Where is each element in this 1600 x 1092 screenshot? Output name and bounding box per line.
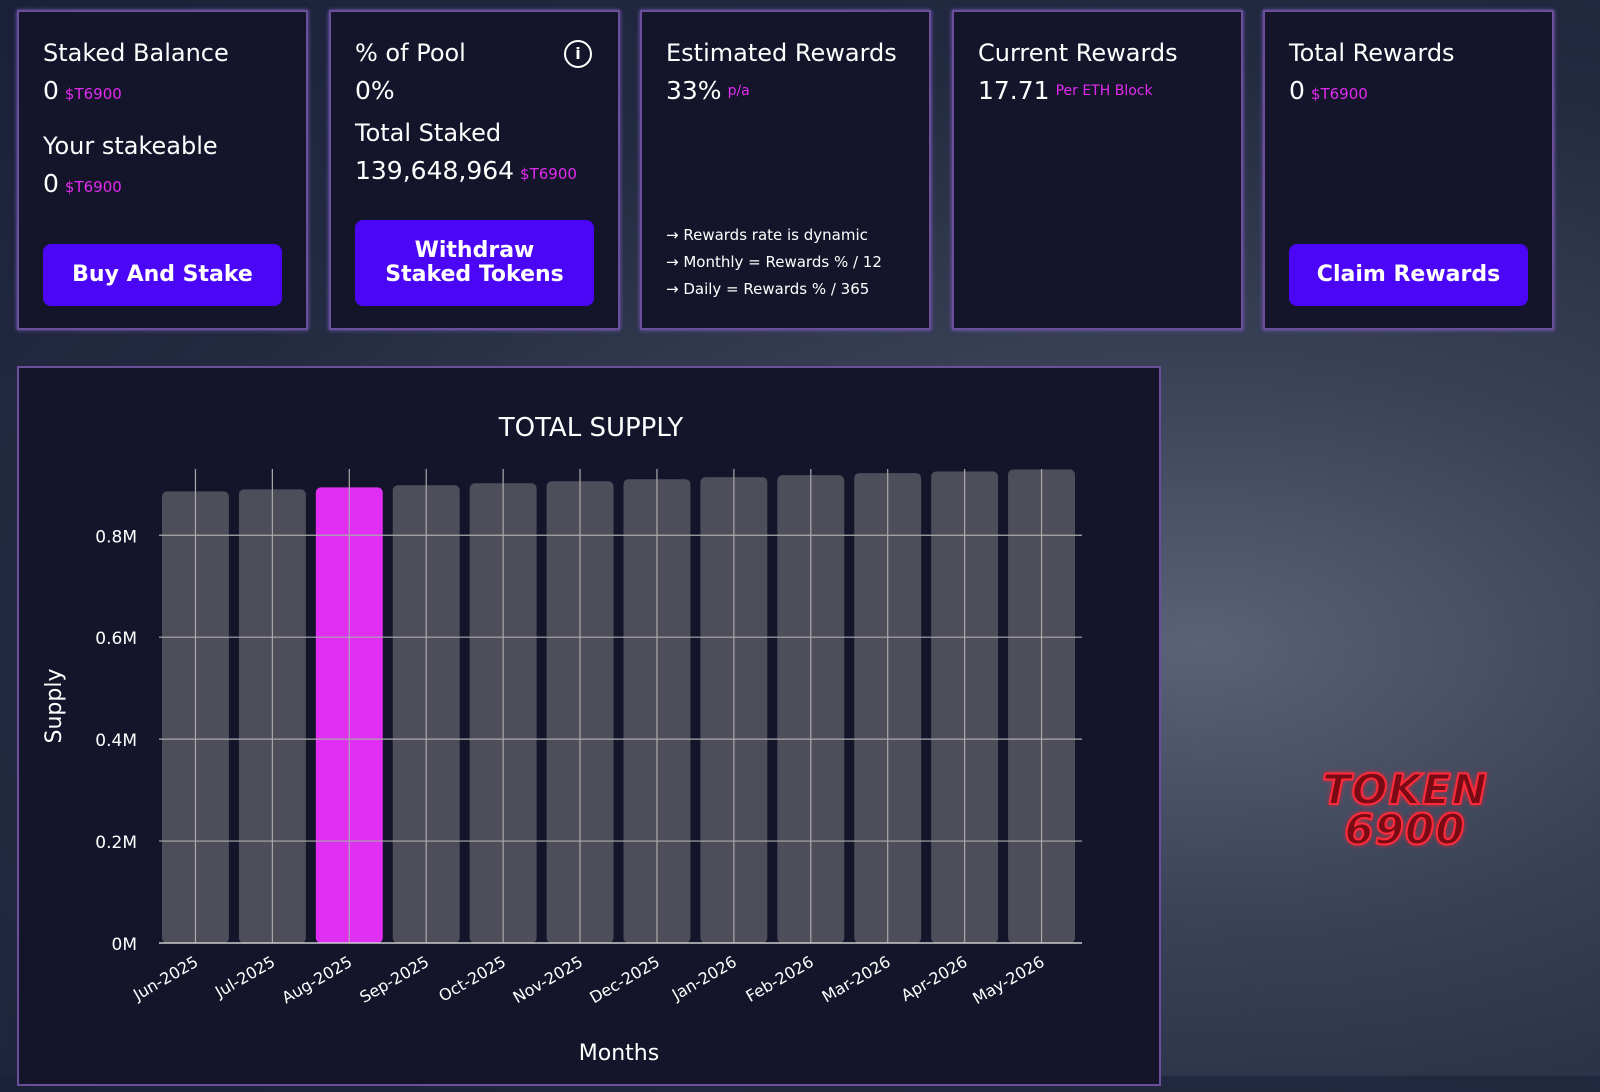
y-tick-label: 0.6M xyxy=(95,629,137,649)
total-rewards-value: 0 xyxy=(1289,76,1305,105)
y-tick-label: 0.2M xyxy=(95,833,137,853)
total-rewards-title: Total Rewards xyxy=(1289,39,1455,67)
info-icon[interactable]: i xyxy=(564,40,592,68)
x-tick-label: Jan-2026 xyxy=(668,952,740,1005)
x-tick-label: May-2026 xyxy=(969,952,1047,1008)
stakeable-title: Your stakeable xyxy=(43,132,218,160)
estimated-title: Estimated Rewards xyxy=(666,39,897,67)
estimated-unit: p/a xyxy=(727,83,750,99)
x-tick-label: Jul-2025 xyxy=(211,952,278,1002)
chart-title: TOTAL SUPPLY xyxy=(498,413,684,443)
y-tick-label: 0M xyxy=(112,935,137,955)
withdraw-label-1: Withdraw xyxy=(414,238,535,263)
total-staked-title: Total Staked xyxy=(355,119,502,147)
x-tick-label: Nov-2025 xyxy=(510,952,586,1007)
y-axis-label: Supply xyxy=(42,669,67,744)
x-tick-label: Oct-2025 xyxy=(435,952,509,1006)
withdraw-staked-tokens-button[interactable]: Withdraw Staked Tokens xyxy=(355,220,594,306)
total-supply-chart: TOTAL SUPPLY 0M 0.2M 0.4M 0.6M 0.8M Jun-2025 Ju… xyxy=(42,413,1082,1066)
current-unit: Per ETH Block xyxy=(1055,83,1153,99)
current-title: Current Rewards xyxy=(978,39,1178,67)
x-tick-label: Mar-2026 xyxy=(819,952,894,1006)
x-axis-label: Months xyxy=(579,1041,659,1066)
total-staked-value: 139,648,964 xyxy=(355,156,515,185)
x-tick-label: Jun-2025 xyxy=(129,952,201,1005)
total-staked-unit: $T6900 xyxy=(520,165,577,183)
current-value: 17.71 xyxy=(978,76,1050,105)
pool-card: % of Pool i 0% Total Staked 139,648,964 $… xyxy=(329,10,620,330)
note-dynamic: → Rewards rate is dynamic xyxy=(666,226,868,244)
x-tick-label: Feb-2026 xyxy=(742,952,816,1006)
staked-balance-title: Staked Balance xyxy=(43,39,229,67)
current-rewards-card: Current Rewards 17.71 Per ETH Block xyxy=(952,10,1243,330)
x-tick-label: Dec-2025 xyxy=(586,952,663,1007)
pool-title: % of Pool xyxy=(355,39,466,67)
y-tick-label: 0.4M xyxy=(95,731,137,751)
stakeable-value: 0 xyxy=(43,169,59,198)
note-monthly: → Monthly = Rewards % / 12 xyxy=(666,253,882,271)
total-rewards-unit: $T6900 xyxy=(1310,85,1368,103)
x-tick-label: Aug-2025 xyxy=(278,952,355,1007)
total-supply-chart-panel: TOTAL SUPPLY 0M 0.2M 0.4M 0.6M 0.8M Jun-2025 Ju… xyxy=(17,366,1161,1086)
estimated-rewards-card: Estimated Rewards 33% p/a → Rewards rate … xyxy=(640,10,931,330)
staked-balance-unit: $T6900 xyxy=(64,85,122,103)
staked-balance-value: 0 xyxy=(43,76,59,105)
x-tick-label: Apr-2026 xyxy=(898,952,971,1005)
token-6900-logo: TOKEN 6900 xyxy=(1321,765,1488,854)
pool-value: 0% xyxy=(355,76,395,105)
buy-and-stake-button[interactable]: Buy And Stake xyxy=(43,244,282,306)
y-tick-label: 0.8M xyxy=(95,527,137,547)
staked-balance-card: Staked Balance 0 $T6900 Your stakeable 0 $… xyxy=(17,10,308,330)
estimated-value: 33% xyxy=(666,76,722,105)
total-rewards-card: Total Rewards 0 $T6900 Claim Rewards xyxy=(1263,10,1554,330)
note-daily: → Daily = Rewards % / 365 xyxy=(666,280,870,298)
x-tick-label: Sep-2025 xyxy=(356,952,432,1007)
withdraw-label-2: Staked Tokens xyxy=(385,262,564,287)
stakeable-unit: $T6900 xyxy=(64,178,122,196)
claim-rewards-button[interactable]: Claim Rewards xyxy=(1289,244,1528,306)
